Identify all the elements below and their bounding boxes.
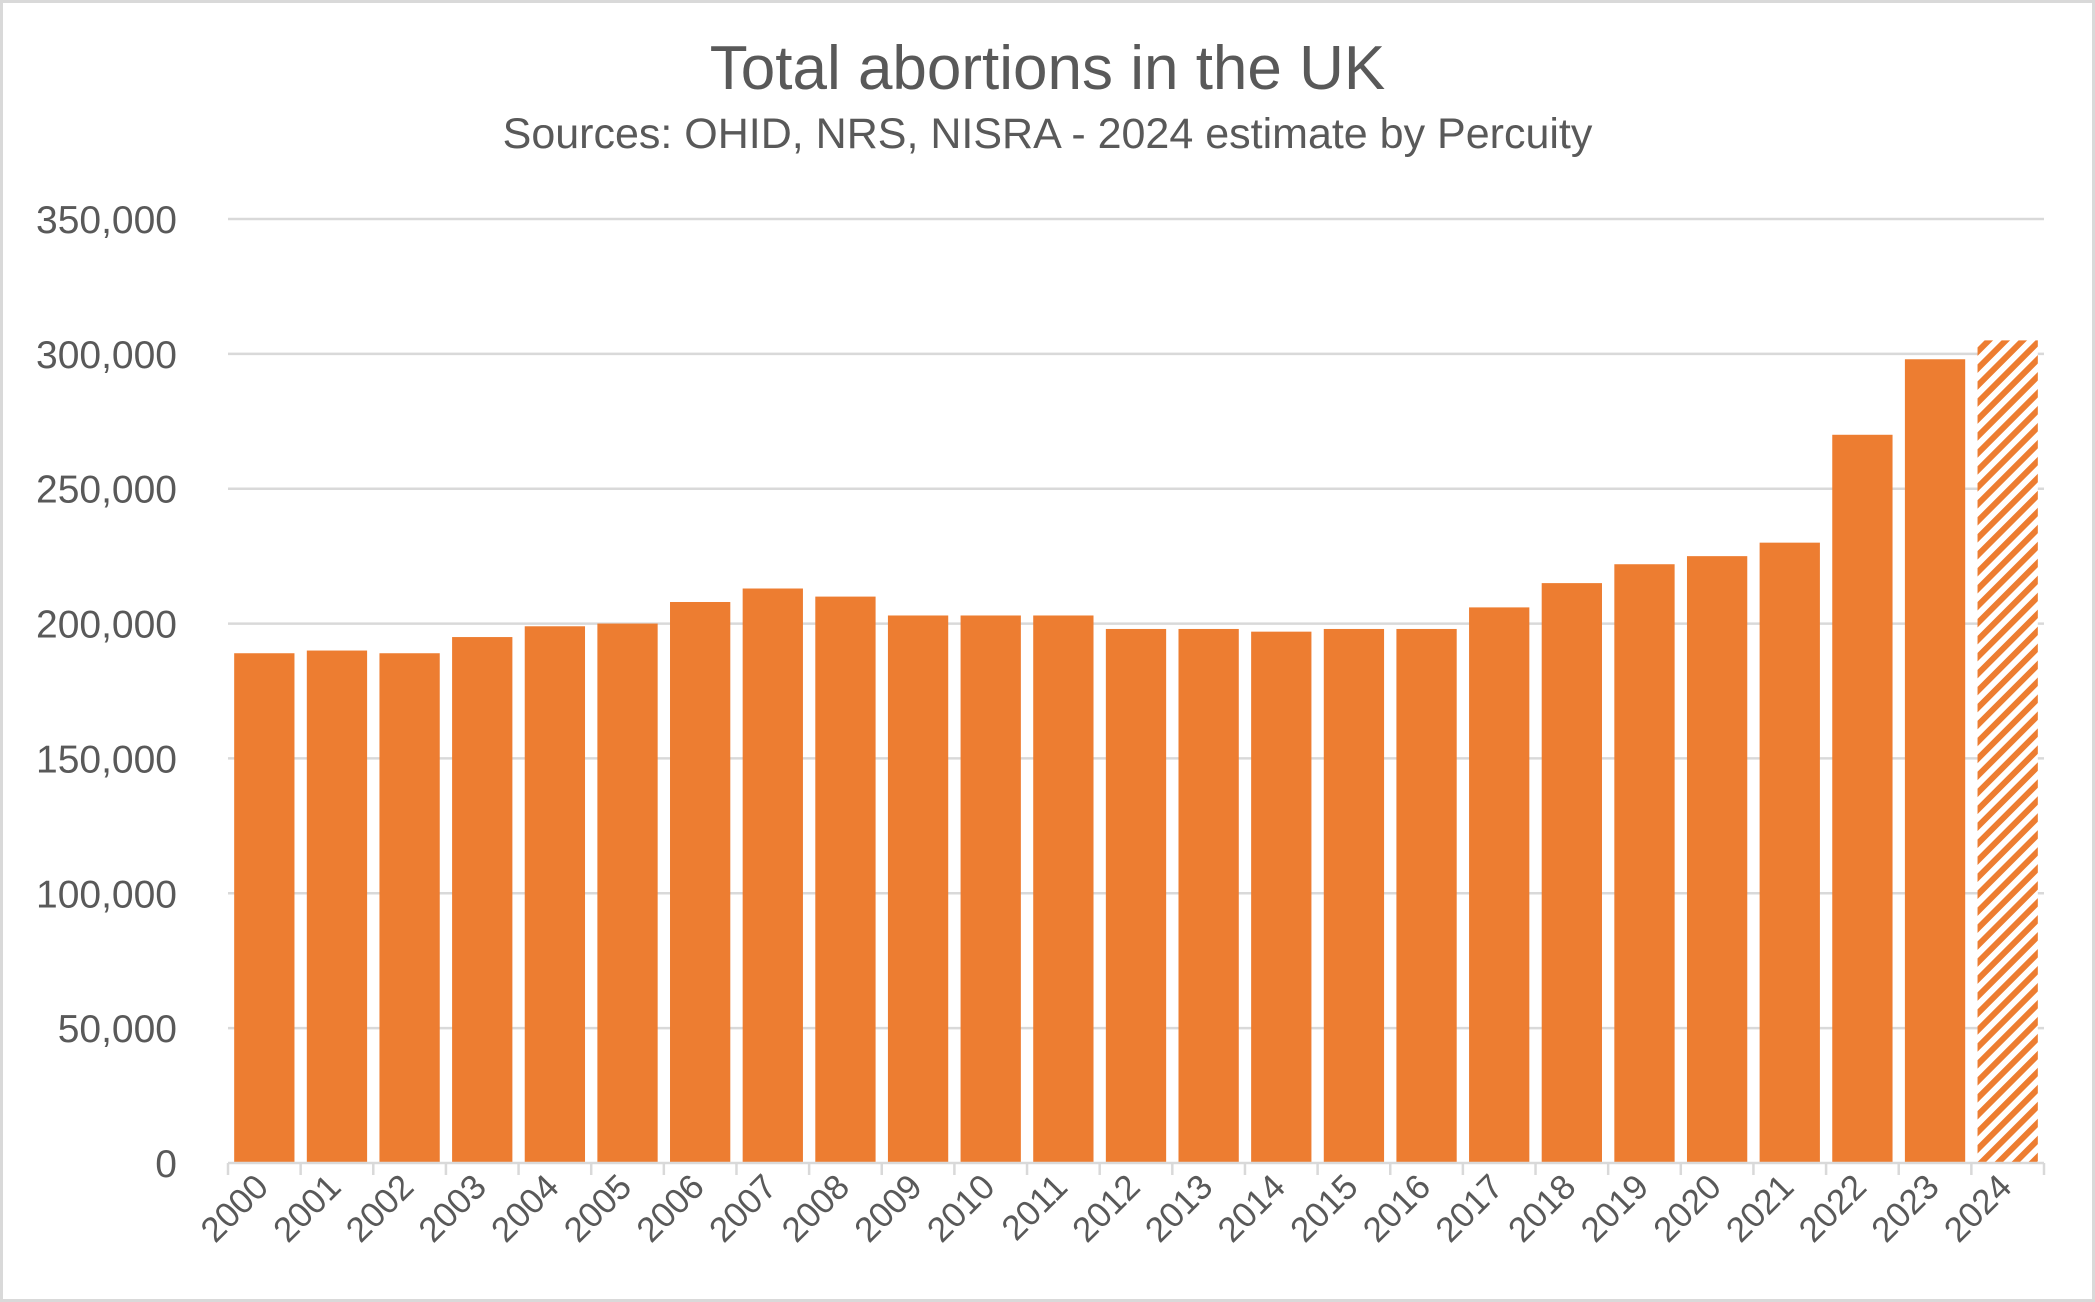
x-tick-label: 2012	[1065, 1167, 1148, 1250]
x-tick-label: 2021	[1719, 1167, 1802, 1250]
bar-2018	[1541, 583, 1602, 1163]
bar-2001	[306, 650, 368, 1163]
bar-2007	[742, 588, 803, 1163]
x-tick-label: 2007	[702, 1167, 785, 1250]
bar-2020	[1686, 556, 1748, 1163]
bar-2017	[1469, 607, 1530, 1163]
y-axis-labels: 0 50,000 100,000 150,000 200,000 250,000 300,0…	[36, 199, 177, 1186]
bars	[234, 340, 2038, 1163]
bar-2000	[234, 653, 295, 1163]
x-tick-label: 2014	[1210, 1167, 1293, 1250]
y-tick-label: 100,000	[36, 873, 177, 916]
bar-2006	[670, 601, 731, 1163]
x-tick-label: 2011	[994, 1167, 1075, 1248]
x-tick-label: 2022	[1791, 1167, 1874, 1250]
bar-2019	[1614, 564, 1675, 1163]
y-tick-label: 300,000	[36, 334, 177, 377]
x-tick-label: 2004	[484, 1167, 567, 1250]
bar-2002	[379, 653, 440, 1163]
y-tick-label: 350,000	[36, 199, 177, 242]
y-tick-label: 250,000	[36, 469, 177, 512]
y-tick-label: 50,000	[58, 1008, 177, 1051]
x-tick-label: 2010	[920, 1167, 1003, 1250]
bar-2021	[1759, 542, 1820, 1163]
x-tick-label: 2009	[847, 1167, 930, 1250]
bar-2013	[1178, 628, 1239, 1163]
bar-2022	[1832, 434, 1893, 1163]
bar-2009	[887, 615, 949, 1163]
x-tick-label: 2003	[411, 1167, 494, 1250]
x-tick-label: 2020	[1646, 1167, 1729, 1250]
x-tick-label: 2019	[1573, 1167, 1656, 1250]
x-tick-label: 2008	[774, 1167, 857, 1250]
bar-2003	[452, 637, 513, 1163]
x-tick-label: 2023	[1864, 1167, 1947, 1250]
x-tick-label: 2017	[1428, 1167, 1511, 1250]
bar-2005	[597, 623, 658, 1163]
x-tick-label: 2015	[1283, 1167, 1366, 1250]
x-tick-label: 2024	[1937, 1167, 2020, 1250]
bar-2008	[815, 596, 876, 1163]
bar-2010	[960, 615, 1021, 1163]
y-tick-label: 150,000	[36, 738, 177, 781]
x-tick-label: 2006	[629, 1167, 712, 1250]
y-tick-label: 200,000	[36, 604, 177, 647]
chart-title: Total abortions in the UK	[709, 34, 1386, 103]
x-axis-labels: 2000200120022003200420052006200720082009…	[193, 1167, 2019, 1250]
chart-subtitle: Sources: OHID, NRS, NISRA - 2024 estimat…	[502, 110, 1593, 158]
x-tick-label: 2002	[339, 1167, 422, 1250]
bar-2011	[1033, 615, 1094, 1163]
x-tick-label: 2016	[1356, 1167, 1439, 1250]
bar-2024-estimate	[1977, 340, 2038, 1163]
bar-2012	[1105, 628, 1167, 1163]
x-tick-label: 2018	[1501, 1167, 1584, 1250]
x-axis	[226, 1161, 2046, 1175]
x-tick-label: 2000	[193, 1167, 276, 1250]
bar-2014	[1251, 631, 1312, 1163]
bar-2016	[1396, 628, 1457, 1163]
x-tick-label: 2001	[266, 1167, 349, 1250]
bar-2023	[1904, 359, 1966, 1163]
y-tick-label: 0	[155, 1143, 177, 1186]
x-tick-label: 2013	[1138, 1167, 1221, 1250]
bar-2015	[1323, 628, 1385, 1163]
bar-2004	[524, 626, 586, 1163]
x-tick-label: 2005	[557, 1167, 640, 1250]
